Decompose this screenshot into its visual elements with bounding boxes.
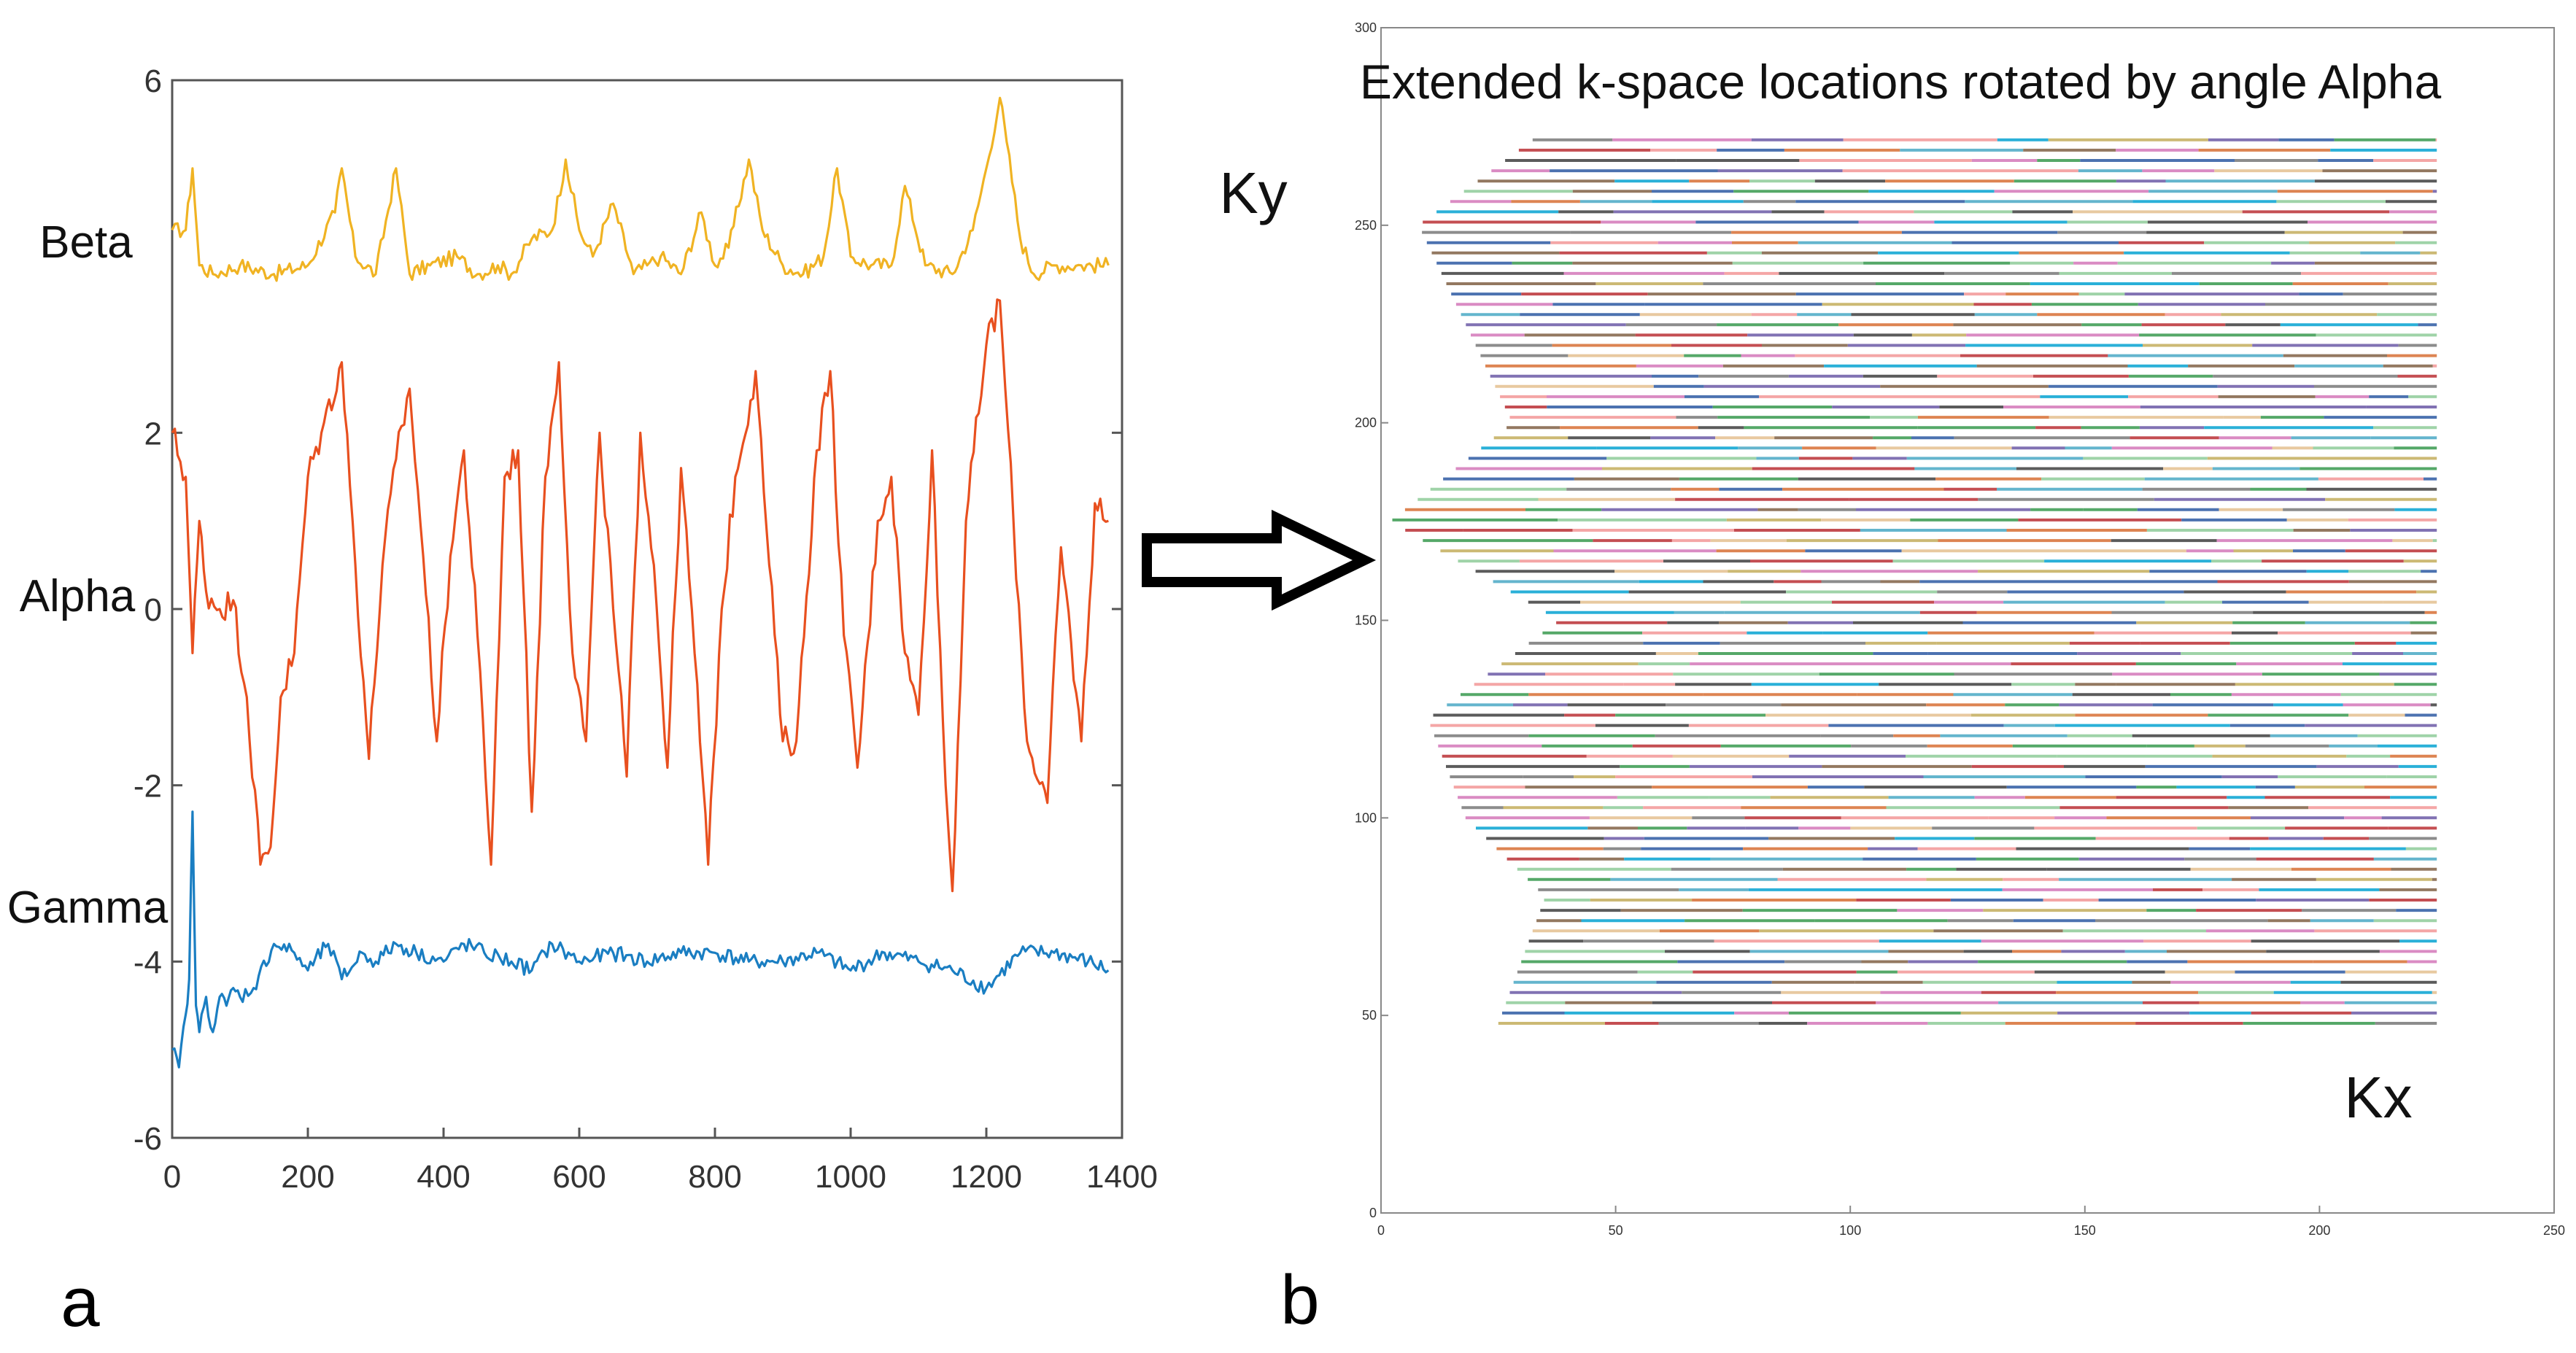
- series-label-gamma: Gamma: [7, 883, 169, 933]
- a-xtick-label: 0: [163, 1159, 181, 1195]
- panel-a-letter: a: [61, 1263, 100, 1341]
- b-xtick-label: 0: [1377, 1223, 1385, 1238]
- b-xtick-label: 50: [1609, 1223, 1623, 1238]
- transform-arrow: [1142, 509, 1377, 611]
- a-xtick-label: 800: [688, 1159, 741, 1195]
- b-ytick-label: 0: [1369, 1206, 1377, 1220]
- b-xtick-label: 150: [2074, 1223, 2096, 1238]
- a-xtick-label: 200: [281, 1159, 334, 1195]
- ky-axis-label: Ky: [1219, 160, 1287, 225]
- a-xtick-label: 1000: [815, 1159, 886, 1195]
- a-ytick-label: -2: [134, 769, 162, 805]
- a-ytick-label: 6: [144, 63, 162, 99]
- b-xtick-label: 100: [1839, 1223, 1861, 1238]
- b-ytick-label: 200: [1355, 416, 1377, 430]
- b-ytick-label: 150: [1355, 613, 1377, 628]
- b-ytick-label: 100: [1355, 810, 1377, 825]
- a-xtick-label: 1200: [951, 1159, 1022, 1195]
- a-ytick-label: 2: [144, 416, 162, 451]
- series-line-beta: [171, 96, 1110, 282]
- panel-b-chart: 0 50 100 150 200 250 0 50 100 150 200 250 300 Extend…: [1219, 20, 2565, 1339]
- panel-b-title: Extended k-space locations rotated by an…: [1360, 55, 2442, 109]
- panel-b-letter: b: [1280, 1261, 1319, 1339]
- a-xtick-label: 600: [552, 1159, 606, 1195]
- b-ytick-label: 300: [1355, 20, 1377, 35]
- a-ytick-label: -4: [134, 945, 162, 980]
- b-ytick-label: 250: [1355, 218, 1377, 233]
- a-ytick-label: 0: [144, 592, 162, 628]
- panel-a-plot-frame: [171, 79, 1123, 1139]
- panel-b-plot-frame: [1380, 27, 2555, 1214]
- a-xtick-label: 1400: [1086, 1159, 1158, 1195]
- b-xtick-label: 200: [2308, 1223, 2330, 1238]
- series-label-alpha: Alpha: [20, 571, 136, 621]
- a-ytick-label: -6: [134, 1121, 162, 1157]
- b-xtick-label: 250: [2543, 1223, 2565, 1238]
- b-ytick-label: 50: [1362, 1008, 1377, 1023]
- series-line-gamma: [171, 810, 1110, 1069]
- a-xtick-label: 400: [417, 1159, 470, 1195]
- kx-axis-label: Kx: [2344, 1065, 2412, 1130]
- series-line-alpha: [171, 298, 1109, 893]
- series-label-beta: Beta: [39, 217, 133, 268]
